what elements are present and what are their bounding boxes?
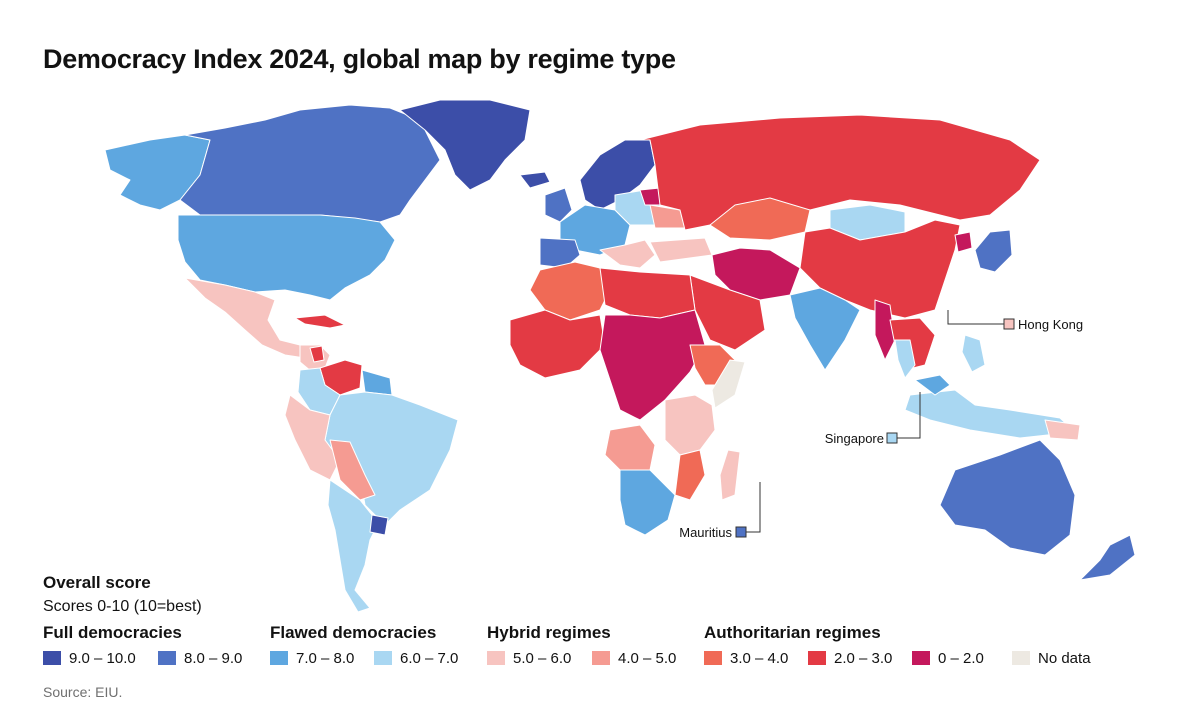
legend-item-0-2: 0 – 2.0 xyxy=(912,650,984,668)
legend-swatch xyxy=(704,651,722,665)
region-usa xyxy=(177,214,396,301)
source-note: Source: EIU. xyxy=(43,684,123,700)
mauritius-label: Mauritius xyxy=(679,525,732,540)
region-east-africa xyxy=(664,394,716,456)
region-scandinavia xyxy=(579,139,656,211)
legend-swatch xyxy=(270,651,288,665)
region-madagascar xyxy=(719,449,741,501)
legend-item-no-data: No data xyxy=(1012,650,1091,668)
legend-group-hybrid: Hybrid regimes xyxy=(487,623,611,642)
legend-label: 0 – 2.0 xyxy=(938,650,984,667)
region-uk-ireland xyxy=(544,187,573,223)
chart-title: Democracy Index 2024, global map by regi… xyxy=(43,44,676,74)
region-myanmar xyxy=(874,299,896,361)
legend-swatch xyxy=(808,651,826,665)
legend-swatch xyxy=(1012,651,1030,665)
legend-label: 4.0 – 5.0 xyxy=(618,650,677,667)
legend-item-9-10: 9.0 – 10.0 xyxy=(43,650,136,668)
region-southern-africa xyxy=(619,469,676,536)
legend-swatch xyxy=(592,651,610,665)
region-australia xyxy=(939,439,1076,556)
region-new-zealand xyxy=(1079,534,1136,581)
legend-swatch xyxy=(374,651,392,665)
region-alaska xyxy=(104,134,211,211)
region-turkey xyxy=(649,237,713,263)
singapore-label: Singapore xyxy=(825,431,884,446)
legend-item-3-4: 3.0 – 4.0 xyxy=(704,650,788,668)
region-peru-ecuador xyxy=(284,394,341,481)
hong-kong-label: Hong Kong xyxy=(1018,317,1083,332)
legend-label: 9.0 – 10.0 xyxy=(69,650,136,667)
region-malaysia xyxy=(914,374,951,396)
region-uruguay xyxy=(369,514,389,536)
region-png xyxy=(1044,419,1081,441)
legend-group-full: Full democracies xyxy=(43,623,182,642)
region-italy-balkans xyxy=(599,239,656,269)
region-guianas xyxy=(361,369,393,396)
region-japan-korea xyxy=(974,229,1013,273)
region-thailand xyxy=(894,339,916,379)
region-russia xyxy=(639,114,1041,231)
legend-item-4-5: 4.0 – 5.0 xyxy=(592,650,676,668)
region-arabia xyxy=(689,274,766,351)
legend-item-2-3: 2.0 – 3.0 xyxy=(808,650,892,668)
region-india xyxy=(789,287,861,371)
region-north-korea xyxy=(954,231,973,253)
legend-swatch xyxy=(158,651,176,665)
legend-heading: Overall score xyxy=(43,573,151,592)
callout-mauritius: Mauritius xyxy=(679,482,761,540)
legend-label: 3.0 – 4.0 xyxy=(730,650,789,667)
legend-label: 7.0 – 8.0 xyxy=(296,650,355,667)
region-bolivia-paraguay xyxy=(329,439,376,501)
legend-swatch xyxy=(912,651,930,665)
legend-item-8-9: 8.0 – 9.0 xyxy=(158,650,242,668)
region-west-africa xyxy=(509,309,606,379)
region-iberia xyxy=(539,237,581,269)
callout-hong-kong: Hong Kong xyxy=(947,310,1083,332)
legend-item-5-6: 5.0 – 6.0 xyxy=(487,650,571,668)
region-mozambique xyxy=(674,449,706,501)
legend-label: 8.0 – 9.0 xyxy=(184,650,243,667)
region-nicaragua xyxy=(309,345,325,363)
legend-subheading: Scores 0-10 (10=best) xyxy=(43,598,202,615)
region-somalia xyxy=(711,359,746,409)
region-cuba xyxy=(294,314,346,329)
legend-swatch xyxy=(43,651,61,665)
legend-item-6-7: 6.0 – 7.0 xyxy=(374,650,458,668)
region-libya-egypt xyxy=(599,267,696,319)
region-kazakhstan xyxy=(709,197,811,241)
region-iceland xyxy=(519,171,551,189)
legend-label: 2.0 – 3.0 xyxy=(834,650,893,667)
legend-group-flawed: Flawed democracies xyxy=(270,623,437,642)
region-canada xyxy=(179,104,441,223)
legend-label: 5.0 – 6.0 xyxy=(513,650,572,667)
region-philippines xyxy=(961,334,986,373)
legend-label: No data xyxy=(1038,650,1091,667)
callout-singapore: Singapore xyxy=(825,392,921,446)
region-maghreb xyxy=(529,261,611,321)
legend-label: 6.0 – 7.0 xyxy=(400,650,459,667)
legend-swatch xyxy=(487,651,505,665)
legend-group-authoritarian: Authoritarian regimes xyxy=(704,623,881,642)
legend-item-7-8: 7.0 – 8.0 xyxy=(270,650,354,668)
region-angola xyxy=(604,424,656,471)
region-sahel-central xyxy=(599,309,706,421)
region-greenland xyxy=(399,99,531,191)
